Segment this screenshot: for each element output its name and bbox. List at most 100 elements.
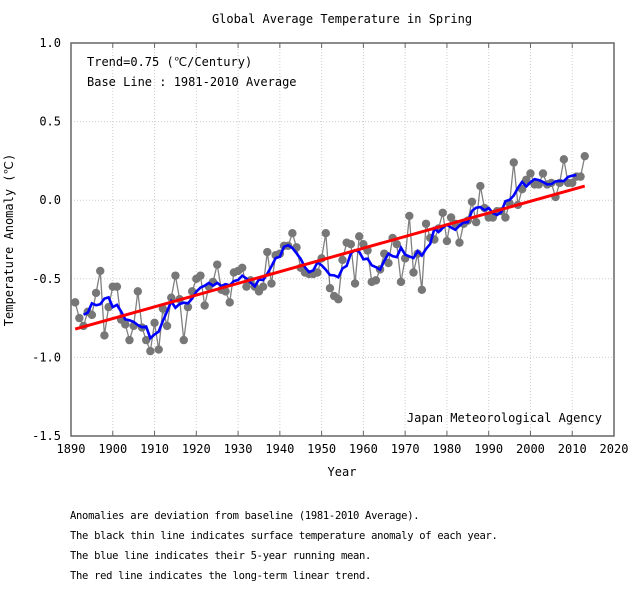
- annual-anomaly-point: [313, 268, 322, 277]
- annual-anomaly-point: [75, 313, 84, 323]
- annual-anomaly-series: [70, 151, 589, 356]
- grid-lines: [71, 43, 614, 436]
- note-line-2: The black thin line indicates surface te…: [70, 530, 498, 542]
- annual-anomaly-point: [196, 271, 205, 280]
- running-mean-series: [82, 173, 577, 341]
- annual-anomaly-point: [242, 282, 251, 291]
- annual-anomaly-point: [70, 298, 80, 307]
- annual-anomaly-point: [526, 169, 535, 178]
- x-tick-labels: 1890 1900 1910 1920 1930 1940 1950 1960 1970 1980…: [57, 442, 629, 456]
- x-tick-label: 2010: [558, 442, 587, 456]
- chart-title: Global Average Temperature in Spring: [212, 12, 472, 26]
- annual-anomaly-point: [125, 335, 134, 345]
- annual-anomaly-point: [150, 318, 159, 328]
- annual-anomaly-point: [96, 266, 105, 276]
- y-tick-labels: 1.0 0.5 0.0 -0.5 -1.0 -1.5: [32, 36, 61, 443]
- annual-anomaly-point: [238, 263, 247, 272]
- annual-anomaly-point: [321, 229, 330, 238]
- annual-anomaly-point: [371, 276, 381, 285]
- x-tick-label: 2000: [516, 442, 545, 456]
- annual-anomaly-point: [183, 302, 193, 312]
- axis-ticks: [70, 43, 615, 436]
- annual-anomaly-point: [154, 345, 163, 354]
- annual-anomaly-point: [162, 321, 172, 331]
- annual-anomaly-point: [522, 175, 531, 184]
- trend-annotation: Trend=0.75 (℃/Century): [87, 55, 252, 69]
- annual-anomaly-point: [384, 258, 393, 268]
- x-tick-label: 1990: [474, 442, 503, 456]
- annual-anomaly-point: [171, 271, 180, 280]
- annual-anomaly-point: [501, 213, 510, 222]
- annual-anomaly-point: [580, 151, 589, 161]
- annual-anomaly-point: [442, 236, 452, 246]
- annual-anomaly-point: [100, 331, 109, 340]
- y-axis-label: Temperature Anomaly (℃): [2, 154, 16, 326]
- trend-series: [74, 184, 586, 331]
- annual-anomaly-point: [346, 240, 356, 249]
- annual-anomaly-point: [355, 232, 364, 241]
- x-tick-label: 1930: [224, 442, 253, 456]
- annual-anomaly-point: [476, 181, 485, 191]
- note-line-3: The blue line indicates their 5-year run…: [70, 550, 372, 562]
- annual-anomaly-point: [146, 346, 155, 356]
- plot-frame: [70, 42, 615, 437]
- note-line-4: The red line indicates the long-term lin…: [70, 570, 372, 582]
- annual-anomaly-point: [455, 238, 464, 247]
- source-annotation: Japan Meteorological Agency: [407, 411, 602, 425]
- y-tick-label: -0.5: [32, 272, 61, 286]
- x-tick-label: 1920: [182, 442, 211, 456]
- x-axis-label: Year: [328, 465, 357, 479]
- x-tick-label: 1910: [140, 442, 169, 456]
- annual-anomaly-point: [417, 285, 427, 295]
- x-tick-label: 1970: [391, 442, 420, 456]
- annual-anomaly-point: [559, 155, 569, 164]
- annual-anomaly-point: [225, 298, 234, 307]
- annual-anomaly-point: [87, 310, 97, 320]
- annual-anomaly-point: [325, 284, 335, 293]
- x-tick-label: 1940: [265, 442, 294, 456]
- x-tick-label: 1890: [57, 442, 86, 456]
- annual-anomaly-point: [350, 279, 360, 288]
- annual-anomaly-point: [258, 282, 268, 291]
- note-line-1: Anomalies are deviation from baseline (1…: [70, 510, 420, 522]
- y-tick-label: -1.0: [32, 350, 61, 364]
- annual-anomaly-point: [91, 288, 101, 298]
- annual-anomaly-point: [446, 213, 456, 222]
- annual-anomaly-point: [112, 282, 122, 291]
- annual-anomaly-point: [467, 197, 477, 206]
- annual-anomaly-point: [263, 247, 272, 257]
- annual-anomaly-point: [471, 218, 481, 227]
- annual-anomaly-point: [212, 260, 222, 269]
- annual-anomaly-point: [338, 255, 347, 265]
- y-tick-label: -1.5: [32, 429, 61, 443]
- annual-anomaly-point: [133, 287, 143, 296]
- annual-anomaly-point: [392, 240, 401, 249]
- y-tick-label: 0.5: [39, 115, 61, 129]
- annual-anomaly-point: [421, 219, 431, 228]
- annual-anomaly-point: [396, 277, 406, 287]
- annual-anomaly-point: [221, 287, 230, 296]
- annual-anomaly-point: [288, 229, 297, 238]
- annual-anomaly-point: [121, 320, 130, 329]
- x-tick-label: 2020: [600, 442, 629, 456]
- annual-anomaly-point: [576, 172, 585, 181]
- y-tick-label: 1.0: [39, 36, 61, 50]
- annual-anomaly-point: [568, 178, 577, 188]
- annual-anomaly-point: [538, 169, 548, 178]
- annual-anomaly-point: [438, 208, 447, 217]
- annual-anomaly-point: [167, 293, 176, 302]
- running-mean-line: [82, 173, 577, 341]
- annual-anomaly-point: [200, 301, 209, 310]
- annual-anomaly-point: [509, 158, 518, 167]
- annual-anomaly-point: [334, 295, 343, 304]
- annual-anomaly-point: [267, 279, 276, 288]
- trend-line: [74, 184, 586, 331]
- annual-anomaly-point: [409, 268, 418, 277]
- annual-anomaly-point: [179, 335, 188, 345]
- x-tick-label: 1950: [307, 442, 336, 456]
- x-tick-label: 1980: [432, 442, 461, 456]
- baseline-annotation: Base Line : 1981-2010 Average: [87, 75, 297, 89]
- annual-anomaly-point: [141, 335, 151, 345]
- y-tick-label: 0.0: [39, 193, 61, 207]
